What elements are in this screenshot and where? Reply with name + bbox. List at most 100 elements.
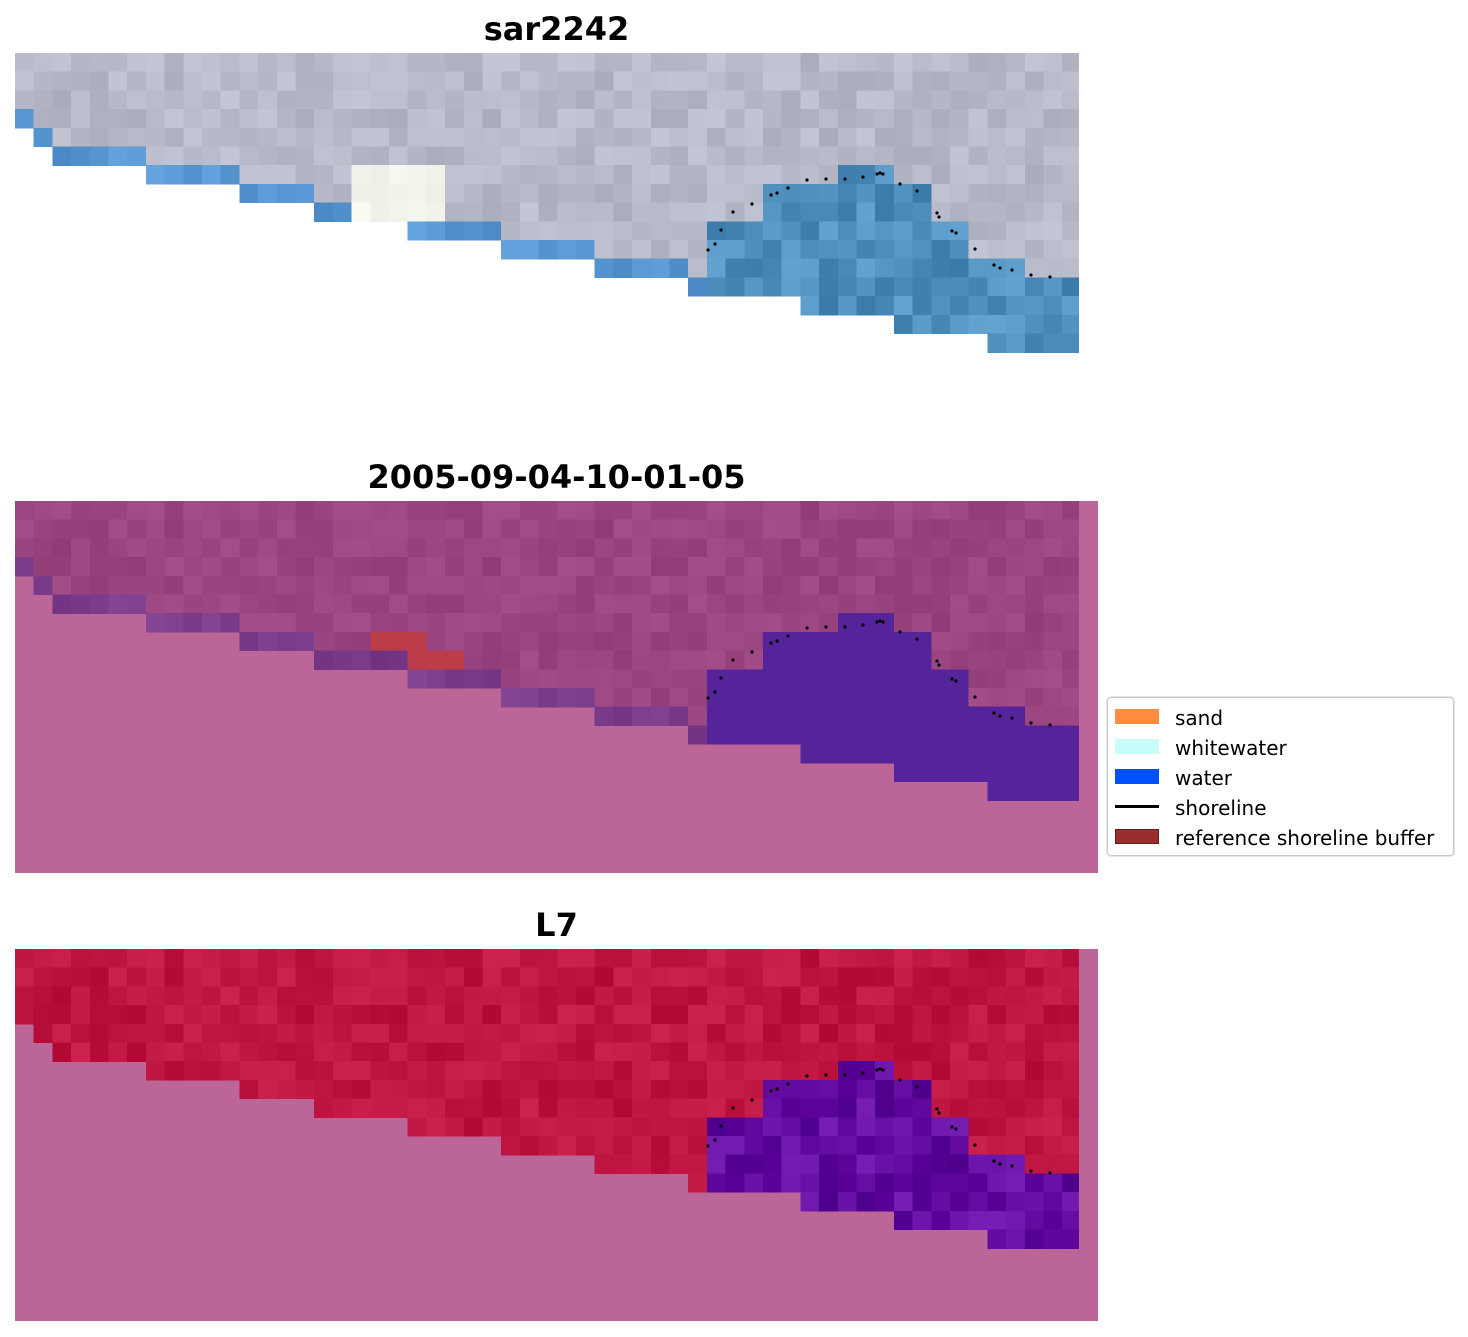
pixel-cell bbox=[332, 127, 353, 148]
pixel-cell bbox=[71, 71, 91, 91]
pixel-cell bbox=[1062, 127, 1082, 148]
pixel-cell bbox=[968, 221, 988, 241]
pixel-cell bbox=[576, 90, 596, 110]
pixel-cell bbox=[856, 688, 876, 708]
pixel-cell bbox=[875, 53, 895, 73]
pixel-cell bbox=[482, 71, 502, 91]
pixel-cell bbox=[1062, 967, 1082, 987]
pixel-cell bbox=[332, 594, 353, 614]
pixel-cell bbox=[1006, 165, 1026, 185]
pixel-cell bbox=[183, 949, 203, 969]
pixel-cell bbox=[482, 1117, 502, 1137]
pixel-cell bbox=[688, 1005, 708, 1025]
pixel-cell bbox=[538, 650, 558, 670]
pixel-cell bbox=[1006, 1136, 1026, 1156]
pixel-cell bbox=[1043, 519, 1063, 539]
pixel-cell bbox=[968, 575, 988, 596]
pixel-cell bbox=[893, 1098, 914, 1118]
pixel-cell bbox=[893, 538, 914, 558]
pixel-cell bbox=[781, 1061, 801, 1081]
pixel-cell bbox=[875, 688, 895, 708]
pixel-cell bbox=[482, 538, 502, 558]
pixel-cell bbox=[744, 725, 764, 745]
pixel-cell bbox=[613, 240, 633, 260]
pixel-cell bbox=[295, 165, 315, 185]
pixel-cell bbox=[837, 986, 858, 1006]
pixel-cell bbox=[1062, 575, 1082, 596]
pixel-cell bbox=[950, 762, 970, 783]
pixel-cell bbox=[1006, 109, 1026, 129]
pixel-cell bbox=[332, 986, 353, 1006]
pixel-cell bbox=[576, 1023, 596, 1044]
pixel-cell bbox=[295, 631, 315, 652]
pixel-cell bbox=[632, 986, 652, 1006]
pixel-cell bbox=[1062, 314, 1082, 335]
pixel-cell bbox=[71, 1042, 91, 1062]
pixel-cell bbox=[407, 594, 427, 614]
pixel-cell bbox=[931, 631, 951, 652]
pixel-cell bbox=[632, 109, 652, 129]
pixel-cell bbox=[1043, 1005, 1063, 1025]
pixel-cell bbox=[1024, 240, 1045, 260]
pixel-cell bbox=[1043, 296, 1063, 316]
pixel-cell bbox=[463, 165, 484, 185]
pixel-cell bbox=[108, 53, 128, 73]
pixel-cell bbox=[706, 127, 727, 148]
pixel-cell bbox=[407, 109, 427, 129]
pixel-cell bbox=[370, 165, 390, 185]
pixel-cell bbox=[856, 221, 876, 241]
pixel-cell bbox=[445, 146, 465, 166]
pixel-cell bbox=[1043, 202, 1063, 222]
pixel-cell bbox=[389, 538, 409, 558]
pixel-cell bbox=[931, 183, 951, 204]
pixel-cell bbox=[1006, 631, 1026, 652]
pixel-cell bbox=[893, 1005, 914, 1025]
pixel-cell bbox=[183, 986, 203, 1006]
pixel-cell bbox=[52, 594, 72, 614]
pixel-cell bbox=[127, 1005, 147, 1025]
pixel-cell bbox=[389, 127, 409, 148]
pixel-cell bbox=[351, 202, 371, 222]
pixel-cell bbox=[183, 613, 203, 633]
shoreline-point bbox=[769, 193, 773, 197]
pixel-cell bbox=[71, 90, 91, 110]
pixel-cell bbox=[71, 538, 91, 558]
pixel-cell bbox=[688, 221, 708, 241]
pixel-cell bbox=[875, 725, 895, 745]
pixel-cell bbox=[445, 1117, 465, 1137]
pixel-cell bbox=[706, 557, 727, 577]
pixel-cell bbox=[1043, 1229, 1063, 1249]
pixel-cell bbox=[837, 744, 858, 764]
pixel-cell bbox=[950, 277, 970, 297]
pixel-cell bbox=[931, 669, 951, 689]
pixel-cell bbox=[89, 127, 110, 148]
pixel-cell bbox=[482, 221, 502, 241]
pixel-cell bbox=[71, 109, 91, 129]
legend-label: whitewater bbox=[1175, 736, 1287, 760]
pixel-cell bbox=[650, 967, 671, 987]
pixel-cell bbox=[800, 90, 820, 110]
pixel-cell bbox=[856, 613, 876, 633]
pixel-cell bbox=[1006, 986, 1026, 1006]
shoreline-point bbox=[706, 248, 710, 252]
pixel-cell bbox=[781, 71, 801, 91]
pixel-cell bbox=[501, 538, 521, 558]
pixel-cell bbox=[781, 221, 801, 241]
pixel-cell bbox=[706, 613, 727, 633]
pixel-cell bbox=[164, 967, 184, 987]
pixel-cell bbox=[332, 631, 353, 652]
pixel-cell bbox=[1024, 53, 1045, 73]
pixel-cell bbox=[987, 594, 1007, 614]
pixel-cell bbox=[968, 594, 988, 614]
pixel-cell bbox=[819, 594, 839, 614]
pixel-cell bbox=[669, 557, 689, 577]
pixel-cell bbox=[220, 109, 240, 129]
pixel-cell bbox=[557, 1117, 577, 1137]
pixel-cell bbox=[519, 240, 540, 260]
pixel-cell bbox=[594, 631, 614, 652]
pixel-cell bbox=[295, 1061, 315, 1081]
pixel-cell bbox=[445, 127, 465, 148]
shoreline-point bbox=[1048, 723, 1052, 727]
pixel-cell bbox=[594, 183, 614, 204]
pixel-cell bbox=[33, 575, 53, 596]
